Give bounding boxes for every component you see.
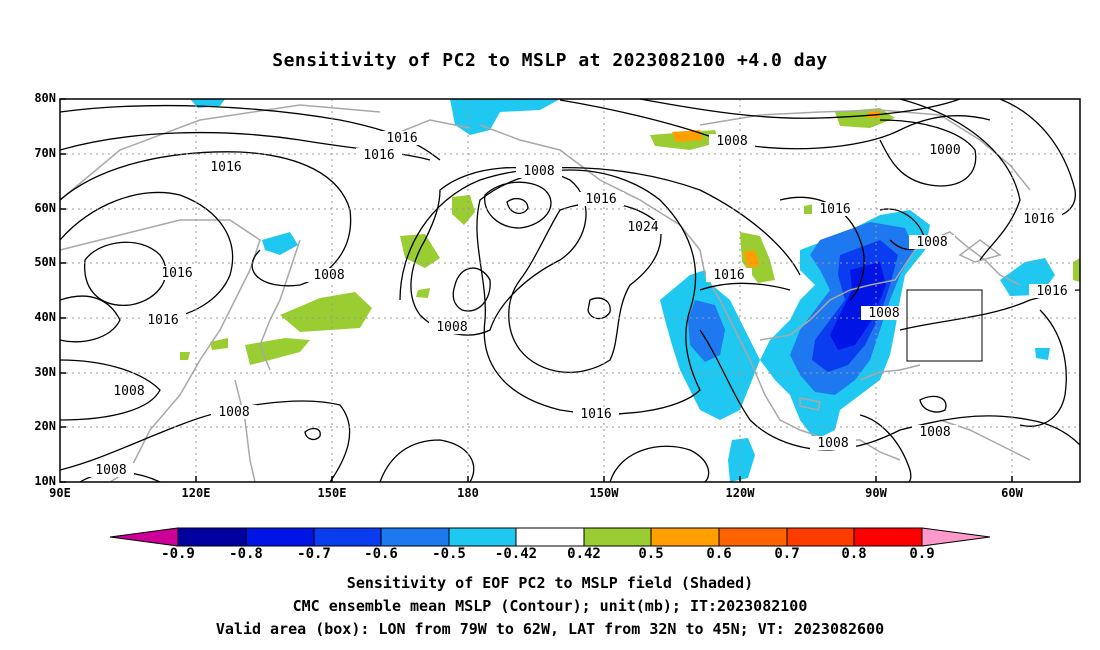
colorbar-cell	[786, 527, 855, 547]
lon-label: 150W	[589, 486, 619, 500]
colorbar-label: -0.8	[229, 546, 263, 562]
colorbar-label: 0.9	[909, 546, 935, 562]
colorbar-label: 0.7	[774, 546, 800, 562]
coastlines	[60, 104, 1031, 482]
contour-label-group: 1016 1016 1016 1008 1016 1024 1008 1000 …	[88, 131, 1075, 478]
contour-label: 1000	[929, 143, 960, 158]
lat-label: 80N	[34, 91, 56, 105]
contour-label: 1008	[523, 164, 554, 179]
colorbar-cell	[515, 527, 585, 547]
contour-label: 1016	[580, 407, 611, 422]
lon-label: 120W	[725, 486, 755, 500]
contour-label: 1016	[1023, 212, 1054, 227]
lon-label: 120E	[181, 486, 211, 500]
colorbar-cell	[583, 527, 652, 547]
shading-orange	[672, 111, 880, 268]
contour-label: 1008	[716, 134, 747, 149]
colorbar-label: 0.8	[841, 546, 867, 562]
map-title: Sensitivity of PC2 to MSLP at 2023082100…	[272, 50, 828, 71]
lon-label: 90E	[49, 486, 71, 500]
lon-label: 60W	[1001, 486, 1023, 500]
contour-label: 1008	[868, 306, 899, 321]
lat-label: 30N	[34, 365, 56, 379]
colorbar-label: -0.9	[161, 546, 195, 562]
lat-label: 50N	[34, 255, 56, 269]
colorbar	[109, 527, 991, 547]
contour-label: 1008	[436, 320, 467, 335]
colorbar-cell	[313, 527, 382, 547]
colorbar-label: -0.5	[432, 546, 466, 562]
caption-line-1: Sensitivity of EOF PC2 to MSLP field (Sh…	[346, 574, 754, 592]
contour-label: 1016	[1036, 284, 1067, 299]
contour-label: 1008	[218, 405, 249, 420]
lat-label: 20N	[34, 419, 56, 433]
lat-label: 40N	[34, 310, 56, 324]
contour-label: 1008	[95, 463, 126, 478]
colorbar-cell	[245, 527, 315, 547]
contour-label: 1008	[313, 268, 344, 283]
colorbar-label: 0.5	[638, 546, 664, 562]
contour-label: 1008	[919, 425, 950, 440]
contour-label: 1016	[147, 313, 178, 328]
lat-label: 70N	[34, 146, 56, 160]
colorbar-cell	[109, 527, 179, 547]
lat-label: 60N	[34, 201, 56, 215]
colorbar-cell	[177, 527, 247, 547]
colorbar-label: 0.42	[567, 546, 601, 562]
colorbar-cell	[650, 527, 720, 547]
colorbar-cell	[921, 527, 991, 547]
contour-label: 1016	[363, 148, 394, 163]
lon-label: 180	[457, 486, 479, 500]
contour-label: 1016	[713, 268, 744, 283]
contour-label: 1008	[817, 436, 848, 451]
colorbar-label: -0.6	[364, 546, 398, 562]
contour-label: 1024	[627, 220, 658, 235]
contour-label: 1016	[386, 131, 417, 146]
lat-label: 10N	[34, 474, 56, 488]
colorbar-cell	[718, 527, 788, 547]
colorbar-cell	[853, 527, 923, 547]
map-border	[59, 98, 1081, 483]
caption-line-3: Valid area (box): LON from 79W to 62W, L…	[215, 620, 885, 638]
contour-label: 1016	[819, 202, 850, 217]
lon-label: 90W	[865, 486, 887, 500]
colorbar-label: 0.6	[706, 546, 732, 562]
lon-label: 150E	[317, 486, 347, 500]
axis-ticks	[60, 98, 1013, 483]
mslp-contours	[60, 99, 1080, 482]
colorbar-cell	[448, 527, 517, 547]
contour-label: 1016	[585, 192, 616, 207]
colorbar-label: -0.7	[297, 546, 331, 562]
contour-label: 1016	[210, 160, 241, 175]
colorbar-cell	[380, 527, 450, 547]
contour-label: 1008	[916, 235, 947, 250]
colorbar-label: -0.42	[494, 546, 538, 562]
valid-area-box	[906, 289, 983, 362]
contour-label: 1016	[161, 266, 192, 281]
contour-label: 1008	[113, 384, 144, 399]
caption-line-2: CMC ensemble mean MSLP (Contour); unit(m…	[292, 597, 808, 615]
